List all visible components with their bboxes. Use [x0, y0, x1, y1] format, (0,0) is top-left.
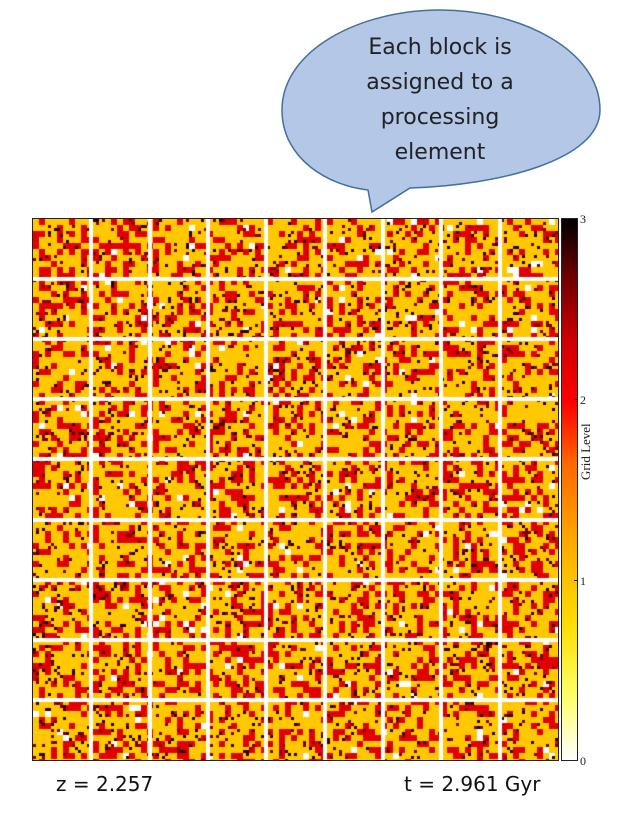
colorbar-label: Grid Level: [578, 423, 593, 480]
callout-line-2: assigned to a: [366, 70, 514, 95]
colorbar: [561, 218, 578, 761]
amr-grid-plot: [32, 218, 559, 761]
time-label: t = 2.961 Gyr: [404, 772, 541, 796]
colorbar-tick-label: 0: [580, 754, 586, 768]
callout-line-4: element: [394, 140, 486, 165]
colorbar-tickmark-1: [574, 580, 578, 581]
speech-bubble-callout: [281, 9, 601, 214]
speech-bubble-shape: [281, 9, 601, 214]
colorbar-tick-label: 3: [580, 212, 586, 226]
colorbar-tick-label: 1: [580, 574, 586, 588]
colorbar-tick-label: 2: [580, 393, 586, 407]
colorbar-tickmark-2: [574, 399, 578, 400]
grid-level-heatmap: [33, 219, 558, 760]
redshift-label: z = 2.257: [56, 772, 154, 796]
colorbar-tickmark-0: [574, 760, 578, 761]
callout-line-1: Each block is: [368, 35, 512, 60]
colorbar-tickmark-3: [574, 218, 578, 219]
callout-text: Each block is assigned to a processing e…: [340, 30, 540, 170]
callout-line-3: processing: [380, 105, 500, 130]
